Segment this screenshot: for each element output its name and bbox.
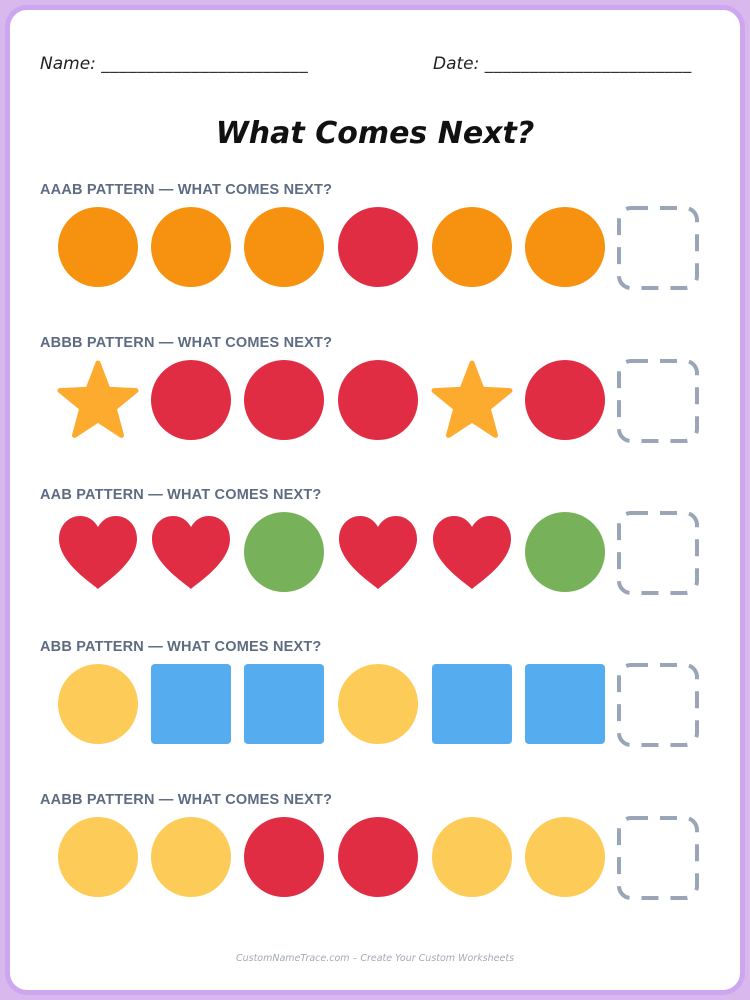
orange-circle-icon bbox=[429, 204, 515, 290]
gold-star-icon bbox=[55, 357, 141, 443]
student-fields: Name: _______________________ Date: ____… bbox=[40, 54, 720, 84]
pattern-section: ABBB PATTERN — WHAT COMES NEXT? bbox=[40, 335, 720, 475]
answer-box[interactable] bbox=[615, 204, 701, 290]
yellow-circle-icon bbox=[335, 661, 421, 747]
yellow-circle-icon bbox=[55, 814, 141, 900]
orange-circle-icon bbox=[148, 204, 234, 290]
pattern-section: ABB PATTERN — WHAT COMES NEXT? bbox=[40, 639, 720, 779]
answer-box[interactable] bbox=[615, 661, 701, 747]
red-heart-icon bbox=[55, 509, 141, 595]
shape-row bbox=[55, 357, 715, 449]
orange-circle-icon bbox=[55, 204, 141, 290]
red-heart-icon bbox=[429, 509, 515, 595]
pattern-label: AAB PATTERN — WHAT COMES NEXT? bbox=[40, 487, 322, 503]
footer-credit: CustomNameTrace.com – Create Your Custom… bbox=[235, 953, 515, 964]
red-circle-icon bbox=[335, 357, 421, 443]
shape-row bbox=[55, 814, 715, 906]
pattern-label: ABBB PATTERN — WHAT COMES NEXT? bbox=[40, 335, 333, 351]
yellow-circle-icon bbox=[522, 814, 608, 900]
red-circle-icon bbox=[148, 357, 234, 443]
gold-star-icon bbox=[429, 357, 515, 443]
date-field[interactable]: Date: _______________________ bbox=[433, 54, 692, 74]
yellow-circle-icon bbox=[429, 814, 515, 900]
answer-box[interactable] bbox=[615, 814, 701, 900]
pattern-section: AAAB PATTERN — WHAT COMES NEXT? bbox=[40, 182, 720, 322]
shape-row bbox=[55, 509, 715, 601]
pattern-label: AABB PATTERN — WHAT COMES NEXT? bbox=[40, 792, 333, 808]
page-title: What Comes Next? bbox=[215, 116, 535, 151]
green-circle-icon bbox=[241, 509, 327, 595]
red-heart-icon bbox=[148, 509, 234, 595]
shape-row bbox=[55, 661, 715, 753]
name-field[interactable]: Name: _______________________ bbox=[40, 54, 308, 74]
orange-circle-icon bbox=[241, 204, 327, 290]
blue-square-icon bbox=[429, 661, 515, 747]
date-label: Date: bbox=[433, 54, 480, 74]
shape-row bbox=[55, 204, 715, 296]
red-circle-icon bbox=[522, 357, 608, 443]
blue-square-icon bbox=[148, 661, 234, 747]
red-circle-icon bbox=[241, 357, 327, 443]
pattern-label: AAAB PATTERN — WHAT COMES NEXT? bbox=[40, 182, 333, 198]
pattern-label: ABB PATTERN — WHAT COMES NEXT? bbox=[40, 639, 322, 655]
yellow-circle-icon bbox=[55, 661, 141, 747]
worksheet-page: Name: _______________________ Date: ____… bbox=[5, 5, 745, 995]
name-line: _______________________ bbox=[101, 54, 309, 74]
red-circle-icon bbox=[335, 814, 421, 900]
yellow-circle-icon bbox=[148, 814, 234, 900]
green-circle-icon bbox=[522, 509, 608, 595]
blue-square-icon bbox=[522, 661, 608, 747]
answer-box[interactable] bbox=[615, 357, 701, 443]
answer-box[interactable] bbox=[615, 509, 701, 595]
red-circle-icon bbox=[335, 204, 421, 290]
pattern-section: AAB PATTERN — WHAT COMES NEXT? bbox=[40, 487, 720, 627]
pattern-section: AABB PATTERN — WHAT COMES NEXT? bbox=[40, 792, 720, 932]
orange-circle-icon bbox=[522, 204, 608, 290]
blue-square-icon bbox=[241, 661, 327, 747]
red-heart-icon bbox=[335, 509, 421, 595]
name-label: Name: bbox=[40, 54, 96, 74]
date-line: _______________________ bbox=[484, 54, 692, 74]
red-circle-icon bbox=[241, 814, 327, 900]
